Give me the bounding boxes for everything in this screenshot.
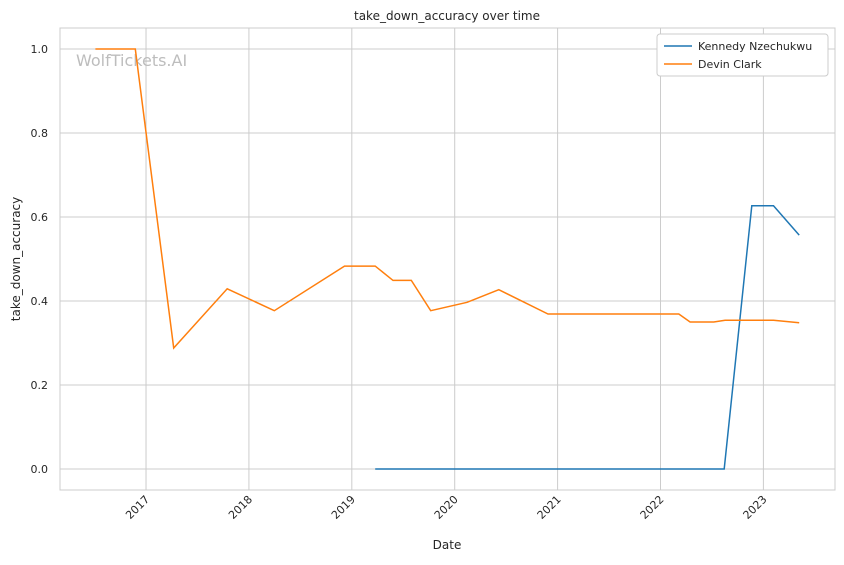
x-tick-label: 2022	[638, 493, 667, 522]
x-tick-labels: 2017 2018 2019 2020 2021 2022 2023	[123, 493, 769, 522]
series-lines	[95, 48, 800, 470]
y-tick-label: 0.4	[31, 295, 49, 308]
x-tick-label: 2021	[535, 493, 564, 522]
y-tick-label: 0.8	[31, 127, 49, 140]
y-tick-label: 0.6	[31, 211, 49, 224]
legend-label-0: Kennedy Nzechukwu	[698, 40, 812, 53]
watermark: WolfTickets.AI	[76, 51, 187, 70]
x-axis-label: Date	[433, 538, 462, 552]
legend-box	[656, 33, 829, 77]
legend-label-1: Devin Clark	[698, 58, 762, 71]
x-tick-label: 2017	[123, 493, 152, 522]
y-tick-label: 0.0	[31, 463, 49, 476]
y-tick-labels: 0.0 0.2 0.4 0.6 0.8 1.0	[31, 43, 49, 476]
chart-title: take_down_accuracy over time	[354, 9, 540, 23]
x-tick-label: 2019	[329, 493, 358, 522]
y-axis-label: take_down_accuracy	[9, 197, 23, 321]
plot-frame	[59, 27, 836, 491]
y-tick-label: 0.2	[31, 379, 49, 392]
legend: Kennedy Nzechukwu Devin Clark	[656, 33, 829, 77]
grid	[60, 28, 835, 490]
series-line-1	[95, 48, 800, 350]
x-tick-label: 2023	[741, 493, 770, 522]
y-tick-label: 1.0	[31, 43, 49, 56]
x-tick-label: 2020	[432, 493, 461, 522]
series-line-0	[375, 204, 800, 470]
x-tick-label: 2018	[226, 493, 255, 522]
